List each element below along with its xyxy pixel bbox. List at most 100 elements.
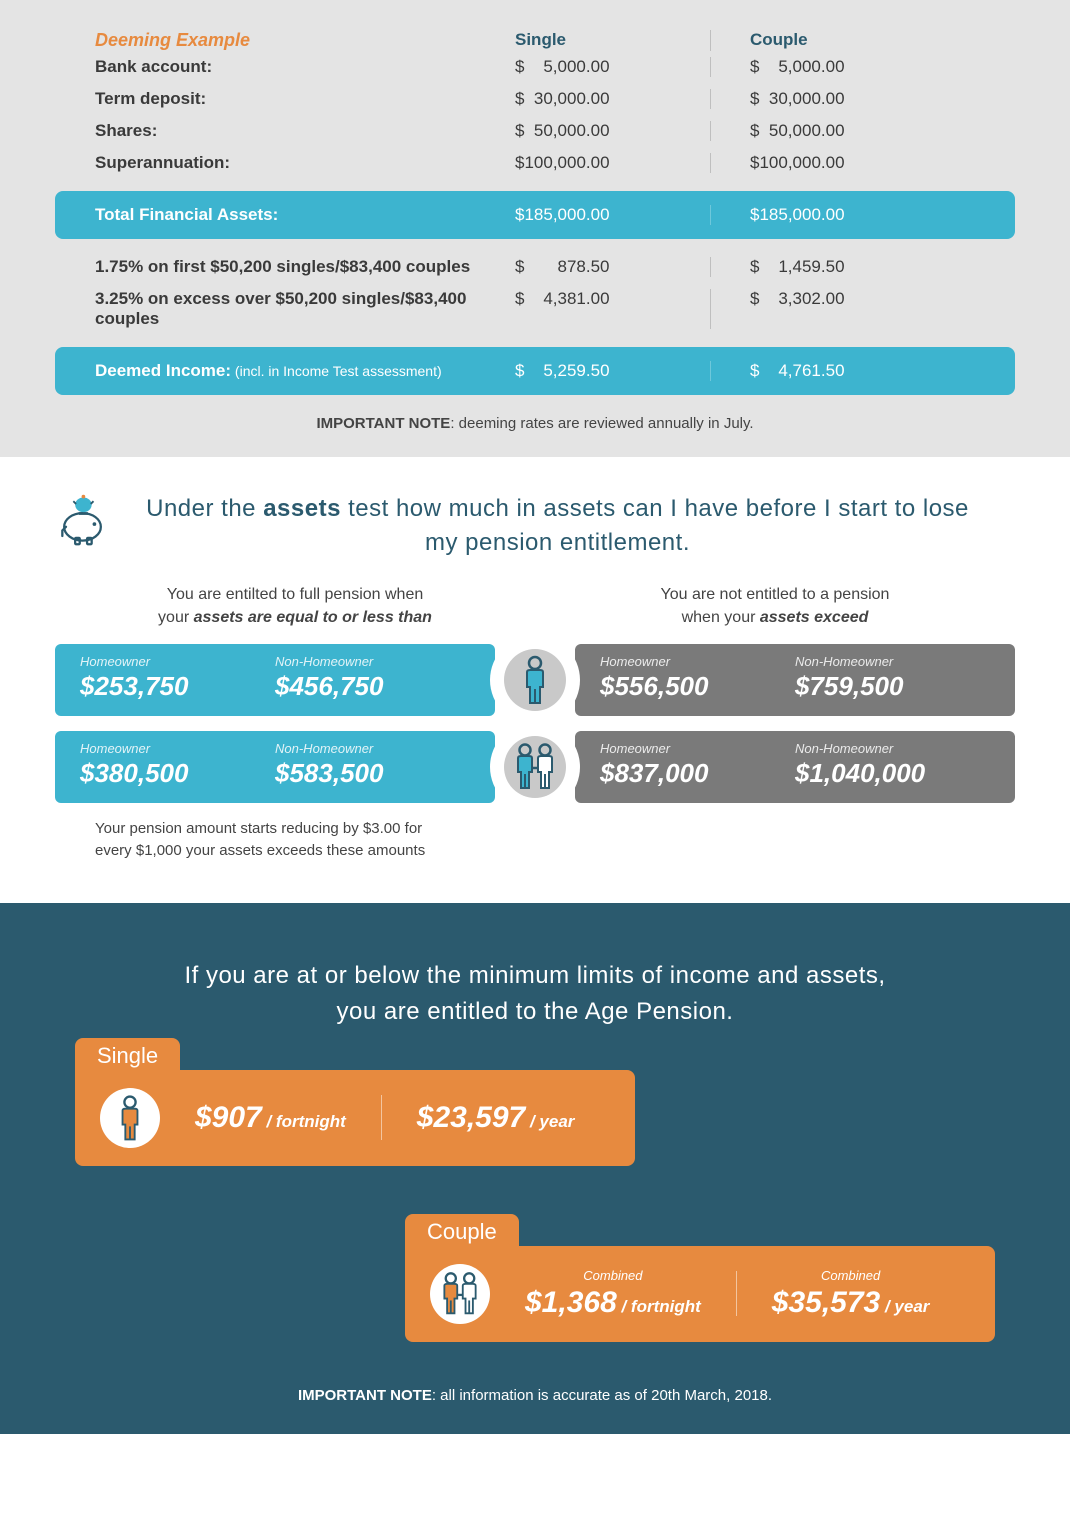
asset-reduction-note: Your pension amount starts reducing by $… [95,818,495,863]
column-divider [710,89,750,109]
total-assets-couple: $185,000.00 [750,205,945,225]
year-value: Combined $35,573 / year [757,1268,945,1320]
value-divider [736,1271,737,1316]
total-assets-bar: Total Financial Assets: $185,000.00 $185… [55,191,1015,239]
row-label: Bank account: [95,57,515,77]
column-divider [710,289,750,329]
no-pension-subhead: You are not entitled to a pension when y… [559,584,991,629]
category-label: Homeowner [600,654,795,669]
pension-note-bold: IMPORTANT NOTE [298,1387,432,1404]
piggy-bank-icon [55,492,110,547]
asset-row-single: Homeowner$253,750 Non-Homeowner$456,750 … [55,644,1015,716]
asset-cell: Non-Homeowner$456,750 [275,654,470,706]
pension-note: IMPORTANT NOTE: all information is accur… [55,1387,1015,1404]
pension-entitlement-section: If you are at or below the minimum limit… [0,903,1070,1434]
combined-label: Combined [772,1268,930,1283]
pension-note-rest: : all information is accurate as of 20th… [432,1387,772,1404]
amount: $456,750 [275,671,470,702]
deeming-data-row: Term deposit:$ 30,000.00$ 30,000.00 [55,83,1015,115]
row-couple-value: $ 5,000.00 [750,57,945,77]
row-couple-value: $ 1,459.50 [750,257,945,277]
amount: $837,000 [600,758,795,789]
amount: $556,500 [600,671,795,702]
title-line: If you are at or below the minimum limit… [184,962,885,989]
column-divider [710,205,750,225]
deemed-income-label: Deemed Income: (incl. in Income Test ass… [95,361,515,381]
subhead-text: your [158,609,194,626]
person-icon-wrap [490,635,580,725]
year-value: $23,597 / year [402,1101,590,1135]
deeming-data-row: Shares:$ 50,000.00$ 50,000.00 [55,115,1015,147]
column-divider [710,121,750,141]
row-single-value: $ 30,000.00 [515,89,710,109]
category-label: Non-Homeowner [795,741,990,756]
column-divider [710,57,750,77]
unit: / fortnight [617,1297,701,1316]
deemed-income-couple: $ 4,761.50 [750,361,945,381]
row-single-value: $ 4,381.00 [515,289,710,329]
category-label: Non-Homeowner [275,741,470,756]
pension-card-couple: Couple Combined $1,368 / fortnight [405,1246,995,1342]
category-label: Non-Homeowner [795,654,990,669]
subhead-text: You are entilted to full pension when [167,586,423,603]
deeming-note-bold: IMPORTANT NOTE [316,415,450,432]
deemed-income-bar: Deemed Income: (incl. in Income Test ass… [55,347,1015,395]
deeming-section: Deeming Example Single Couple Bank accou… [0,0,1070,457]
nil-pension-limits: Homeowner $556,500 Non-Homeowner $759,500 [575,644,1015,716]
subhead-emphasis: assets are equal to or less than [194,609,432,626]
row-label: 3.25% on excess over $50,200 singles/$83… [95,289,515,329]
amount: $35,573 [772,1286,880,1319]
deeming-data-row: Superannuation:$100,000.00$100,000.00 [55,147,1015,179]
amount: $23,597 [417,1101,525,1134]
note-line: Your pension amount starts reducing by $… [95,820,422,837]
fortnight-value: Combined $1,368 / fortnight [510,1268,716,1320]
amount: $1,368 [525,1286,617,1319]
subhead-text: You are not entitled to a pension [661,586,890,603]
row-label: Superannuation: [95,153,515,173]
assets-subheadings: You are entilted to full pension when yo… [55,584,1015,629]
subhead-text: when your [682,609,760,626]
row-couple-value: $ 50,000.00 [750,121,945,141]
unit: / fortnight [262,1112,346,1131]
card-tab: Couple [405,1214,519,1254]
column-header-single: Single [515,30,710,51]
unit: / year [525,1112,574,1131]
assets-test-section: Under the assets test how much in assets… [0,457,1070,903]
couple-person-icon [430,1264,490,1324]
asset-cell: Homeowner $556,500 [600,654,795,706]
pension-card-single: Single $907 / fortnight $23,597 / year [75,1070,635,1166]
column-divider [710,361,750,381]
row-single-value: $100,000.00 [515,153,710,173]
column-divider [710,153,750,173]
assets-title-bold: assets [263,495,341,522]
full-pension-subhead: You are entilted to full pension when yo… [79,584,511,629]
single-person-icon [520,655,550,705]
amount: $253,750 [80,671,275,702]
deeming-note-rest: : deeming rates are reviewed annually in… [450,415,753,432]
value-divider [381,1095,382,1140]
deemed-income-sublabel: (incl. in Income Test assessment) [231,363,442,379]
row-label: Shares: [95,121,515,141]
row-single-value: $ 5,000.00 [515,57,710,77]
column-divider [710,30,750,51]
deeming-calc-row: 1.75% on first $50,200 singles/$83,400 c… [55,251,1015,283]
card-tab: Single [75,1038,180,1078]
column-divider [710,257,750,277]
deeming-header-row: Deeming Example Single Couple [55,30,1015,51]
couple-icon-wrap [490,722,580,812]
assets-title-pre: Under the [146,495,263,522]
total-assets-label: Total Financial Assets: [95,205,515,225]
row-label: Term deposit: [95,89,515,109]
amount: $759,500 [795,671,990,702]
row-single-value: $ 50,000.00 [515,121,710,141]
row-single-value: $ 878.50 [515,257,710,277]
row-couple-value: $ 30,000.00 [750,89,945,109]
amount: $1,040,000 [795,758,990,789]
full-pension-limits: Homeowner$380,500 Non-Homeowner$583,500 [55,731,495,803]
deemed-income-single: $ 5,259.50 [515,361,710,381]
deeming-note: IMPORTANT NOTE: deeming rates are review… [55,415,1015,432]
asset-cell: Homeowner$837,000 [600,741,795,793]
category-label: Homeowner [80,741,275,756]
unit: / year [880,1297,929,1316]
assets-title: Under the assets test how much in assets… [130,492,1015,559]
